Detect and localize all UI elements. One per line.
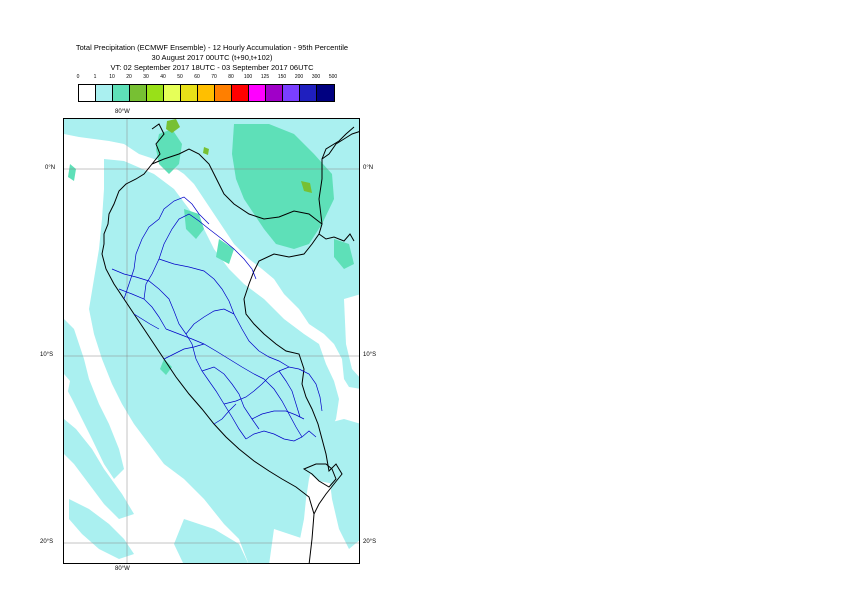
- lat-label-left-20s: 20°S: [40, 539, 54, 545]
- legend-label: 500: [328, 74, 338, 80]
- lat-label-left-0: 0°N: [45, 165, 56, 171]
- legend-swatch: [96, 85, 113, 101]
- lat-label-right-0: 0°N: [363, 165, 374, 171]
- lat-label-left-10s: 10°S: [40, 352, 54, 358]
- legend-label: 40: [160, 74, 166, 80]
- lat-label-right-10s: 10°S: [363, 352, 377, 358]
- precip-shading-20-30: [166, 119, 312, 193]
- legend-swatch: [317, 85, 334, 101]
- legend-swatch: [164, 85, 181, 101]
- legend-swatch: [113, 85, 130, 101]
- legend-label: 50: [177, 74, 183, 80]
- legend-color-bar: [78, 84, 335, 102]
- legend-label: 1: [93, 74, 97, 80]
- legend-label: 100: [243, 74, 253, 80]
- legend-label: 60: [194, 74, 200, 80]
- legend-swatch: [283, 85, 300, 101]
- legend-label: 0: [76, 74, 80, 80]
- legend-label: 30: [143, 74, 149, 80]
- lon-label-bottom: 80°W: [115, 566, 130, 572]
- legend-swatch: [300, 85, 317, 101]
- legend-label: 70: [211, 74, 217, 80]
- legend-swatch: [198, 85, 215, 101]
- legend-label: 80: [228, 74, 234, 80]
- lat-label-right-20s: 20°S: [363, 539, 377, 545]
- legend-swatch: [249, 85, 266, 101]
- map-canvas: [64, 119, 359, 563]
- legend-swatch: [130, 85, 147, 101]
- valid-time: VT: 02 September 2017 18UTC - 03 Septemb…: [110, 63, 314, 72]
- legend-label: 125: [260, 74, 270, 80]
- legend-swatch: [232, 85, 249, 101]
- regional-borders: [111, 196, 323, 442]
- lon-label-top: 80°W: [115, 109, 130, 115]
- legend-swatch: [266, 85, 283, 101]
- legend-swatch: [181, 85, 198, 101]
- precipitation-map: [63, 118, 360, 564]
- legend-swatch: [147, 85, 164, 101]
- precip-shading-10-20: [68, 124, 354, 375]
- legend-label: 200: [294, 74, 304, 80]
- legend-swatch: [215, 85, 232, 101]
- legend-swatch: [79, 85, 96, 101]
- legend-label: 150: [277, 74, 287, 80]
- base-time: 30 August 2017 00UTC (t+90,t+102): [151, 53, 273, 62]
- legend-label: 300: [311, 74, 321, 80]
- legend-label: 10: [109, 74, 115, 80]
- chart-title: Total Precipitation (ECMWF Ensemble) - 1…: [75, 43, 349, 52]
- legend-label: 20: [126, 74, 132, 80]
